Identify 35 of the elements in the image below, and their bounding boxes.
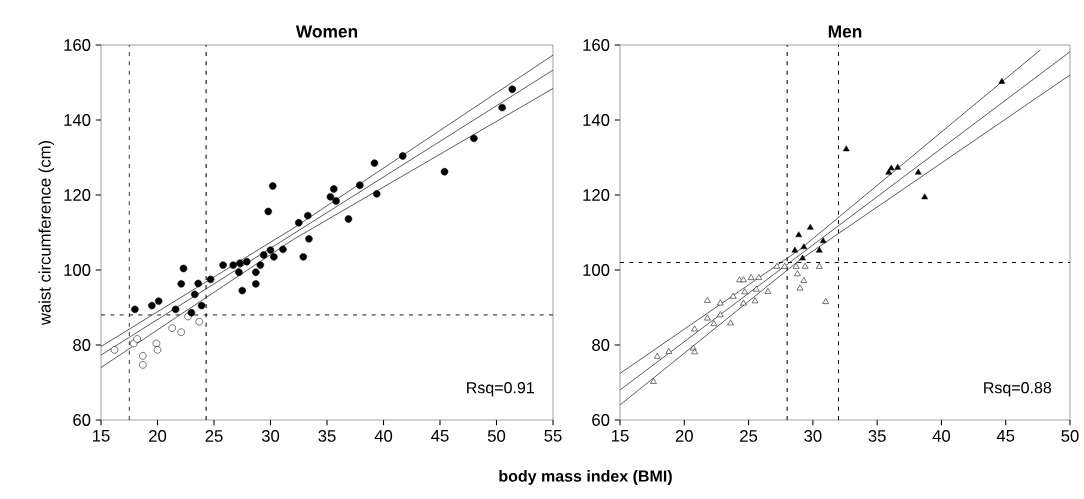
y-tick-label: 100 — [583, 264, 610, 276]
x-tick-label: 15 — [93, 430, 110, 442]
x-tick-label: 50 — [487, 430, 506, 442]
x-tick-label: 20 — [675, 430, 693, 442]
y-tick-label: 140 — [64, 114, 91, 126]
y-tick-label: 60 — [73, 414, 91, 426]
x-tick-label: 20 — [149, 430, 167, 442]
x-tick-label: 35 — [868, 430, 886, 442]
x-tick-label: 35 — [318, 430, 336, 442]
y-tick-label: 80 — [592, 339, 610, 351]
y-tick-label: 120 — [583, 189, 610, 201]
x-tick-label: 50 — [1061, 430, 1079, 442]
annotation: Rsq=0.88 — [984, 382, 1052, 397]
y-axis-title: waist circumference (cm) — [38, 140, 55, 326]
y-tick-label: 160 — [64, 39, 91, 51]
y-tick-label: 120 — [64, 189, 91, 201]
y-tick-label: 100 — [64, 264, 91, 276]
chart-title: Men — [828, 25, 862, 38]
y-tick-label: 160 — [583, 39, 610, 51]
chart-title: Women — [295, 25, 358, 38]
x-tick-label: 40 — [374, 430, 393, 442]
y-tick-label: 60 — [592, 414, 610, 426]
x-tick-label: 15 — [612, 430, 629, 442]
x-tick-label: 30 — [261, 430, 280, 442]
x-tick-label: 45 — [431, 430, 449, 442]
x-tick-label: 55 — [544, 430, 562, 442]
y-tick-label: 80 — [73, 339, 91, 351]
y-tick-label: 140 — [583, 114, 610, 126]
x-tick-label: 25 — [740, 430, 758, 442]
x-tick-label: 40 — [932, 430, 951, 442]
x-axis-title: body mass index (BMI) — [499, 470, 672, 485]
x-tick-label: 25 — [205, 430, 223, 442]
annotation: Rsq=0.91 — [467, 382, 534, 397]
x-tick-label: 45 — [996, 430, 1015, 442]
x-tick-label: 30 — [804, 430, 822, 442]
